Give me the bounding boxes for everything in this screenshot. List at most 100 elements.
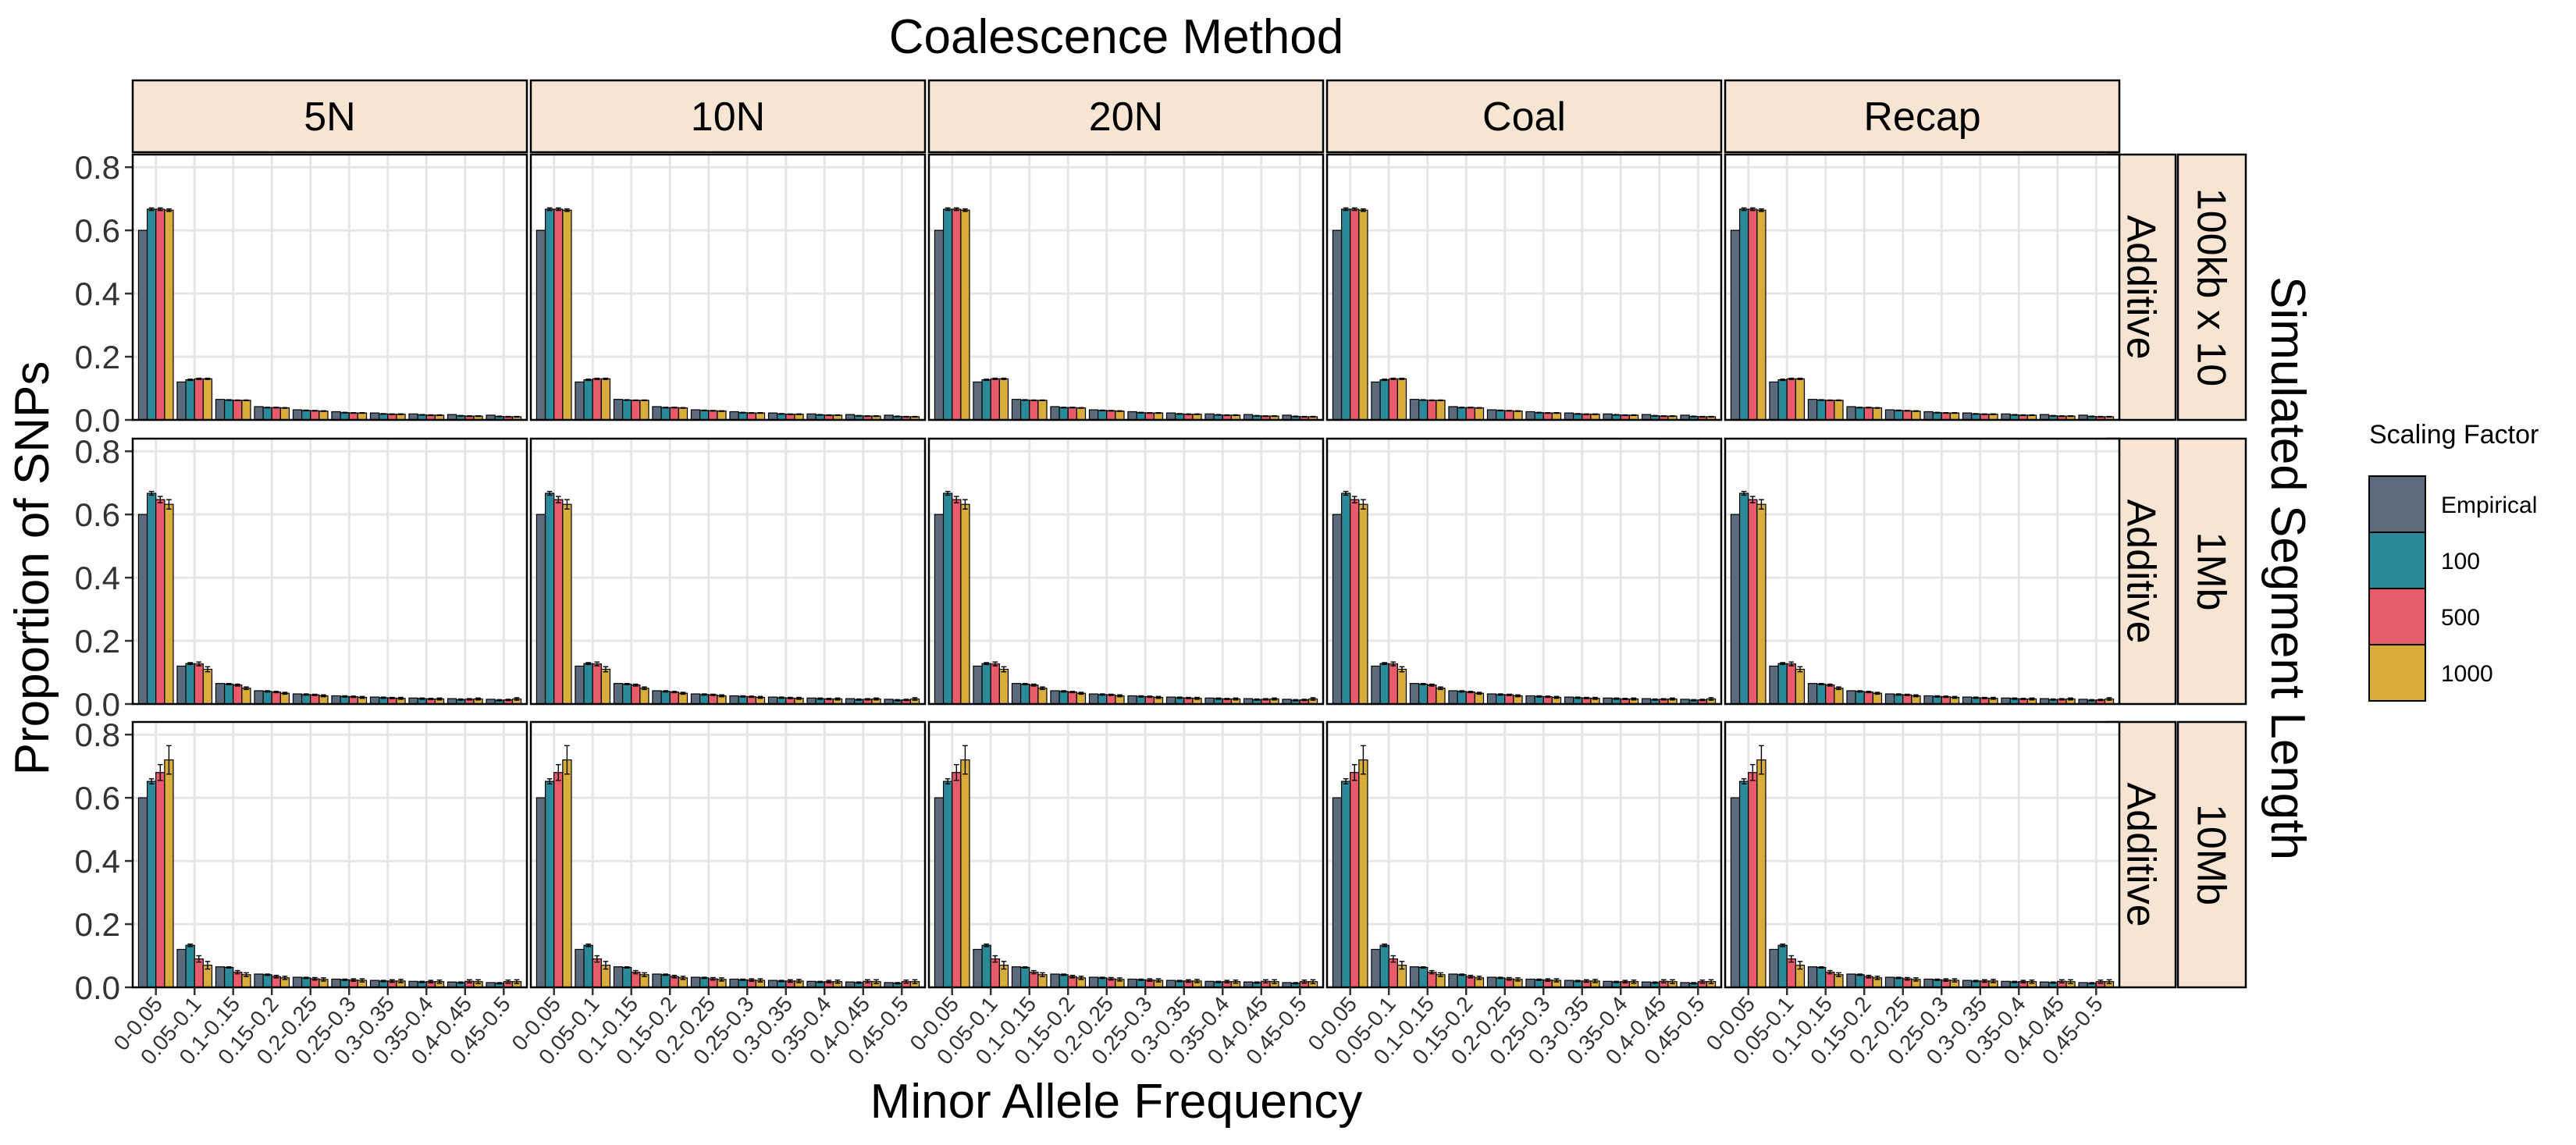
bar xyxy=(990,958,1000,988)
bar xyxy=(185,379,195,421)
bar xyxy=(990,663,1000,705)
bar xyxy=(1786,958,1796,988)
bar xyxy=(1019,966,1030,988)
bar xyxy=(981,663,991,705)
bar xyxy=(1011,966,1022,988)
bar xyxy=(1738,781,1749,988)
bar xyxy=(176,948,187,988)
y-tick-label: 0.4 xyxy=(75,276,120,312)
bar xyxy=(1564,696,1574,705)
bar xyxy=(1786,378,1796,421)
bar xyxy=(1911,411,1921,421)
bar xyxy=(1165,412,1176,421)
bar xyxy=(1144,412,1155,421)
bar xyxy=(1388,958,1398,988)
y-tick-label: 0.8 xyxy=(75,717,120,753)
bar xyxy=(223,683,234,705)
bar xyxy=(1409,683,1420,705)
bar xyxy=(729,695,739,705)
bar xyxy=(1098,410,1108,421)
bar xyxy=(660,974,671,988)
bar xyxy=(233,400,243,421)
bar xyxy=(1011,683,1022,705)
bar xyxy=(767,696,778,705)
bar xyxy=(1855,407,1865,421)
bar xyxy=(176,665,187,705)
bar xyxy=(1748,772,1758,988)
bar xyxy=(583,663,593,705)
bar xyxy=(1923,695,1934,705)
bar xyxy=(357,412,368,421)
bar xyxy=(1872,692,1883,705)
bar xyxy=(1834,400,1844,421)
panel-background xyxy=(1327,155,1721,420)
bar xyxy=(1525,411,1535,421)
panel-background xyxy=(929,722,1323,987)
bar xyxy=(271,692,281,705)
bar xyxy=(544,492,555,705)
panel-background xyxy=(1725,439,2119,704)
row-strip-model-label: Additive xyxy=(2119,783,2164,927)
bar xyxy=(331,978,341,988)
bar xyxy=(583,944,593,988)
bar xyxy=(1941,412,1951,421)
bar xyxy=(1756,759,1767,988)
panel-border xyxy=(131,720,528,989)
bar xyxy=(194,378,204,421)
y-tick-label: 0.6 xyxy=(75,780,120,816)
bar xyxy=(262,691,272,705)
bar xyxy=(952,499,962,705)
bar xyxy=(621,683,632,705)
bar xyxy=(652,973,662,988)
legend-title: Scaling Factor xyxy=(2369,420,2539,450)
panel-border xyxy=(927,720,1325,989)
bar xyxy=(1486,693,1497,705)
bar xyxy=(575,381,585,421)
y-tick-label: 0.6 xyxy=(75,212,120,249)
bar xyxy=(1846,690,1856,705)
panel-border xyxy=(1724,437,2121,706)
row-strip-length xyxy=(2176,437,2247,706)
bar xyxy=(164,209,174,421)
bar xyxy=(708,694,718,705)
bar xyxy=(185,944,195,988)
bar xyxy=(301,694,311,705)
bar xyxy=(562,209,572,421)
bar xyxy=(1397,668,1407,705)
bar xyxy=(1769,665,1779,705)
legend-swatch xyxy=(2368,475,2426,533)
bar xyxy=(1098,694,1108,705)
bar xyxy=(1427,400,1437,421)
bar xyxy=(621,966,632,988)
bar xyxy=(1340,492,1351,705)
bar xyxy=(1127,695,1137,705)
y-axis-label: Proportion of SNPs xyxy=(5,361,59,776)
bar xyxy=(233,685,243,705)
panel-border xyxy=(1724,153,2121,421)
bar xyxy=(973,665,983,705)
legend-label: 1000 xyxy=(2441,661,2493,687)
y-tick-label: 0.4 xyxy=(75,560,120,596)
bar xyxy=(631,400,641,421)
bar xyxy=(981,944,991,988)
row-strip-model-label: Additive xyxy=(2119,215,2164,360)
column-strip-label: Coal xyxy=(1482,94,1566,140)
bar xyxy=(613,683,624,705)
bar xyxy=(690,693,701,705)
bar xyxy=(223,399,234,421)
bar xyxy=(340,412,350,421)
bar xyxy=(1127,411,1137,421)
panel-background xyxy=(133,722,527,987)
bar xyxy=(583,379,593,421)
row-strip-length-label: 10Mb xyxy=(2189,804,2234,905)
bar xyxy=(369,980,380,988)
bar xyxy=(535,229,546,421)
bar xyxy=(310,694,320,705)
bar xyxy=(1332,229,1343,421)
bar xyxy=(952,208,962,421)
bar xyxy=(1769,948,1779,988)
bar xyxy=(271,407,281,421)
x-axis-label: Minor Allele Frequency xyxy=(870,1075,1363,1129)
bar xyxy=(1504,694,1514,705)
bar xyxy=(1088,693,1099,705)
